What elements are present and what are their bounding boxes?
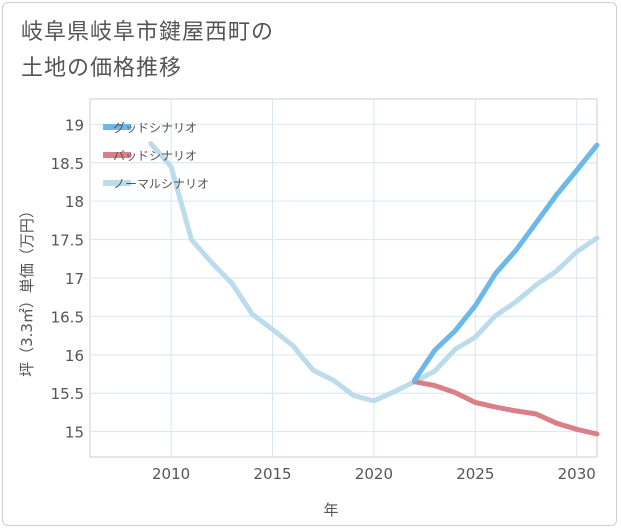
x-tick-label: 2020	[355, 465, 393, 483]
legend-label-0: グッドシナリオ	[113, 121, 197, 135]
y-tick-label: 17.5	[51, 232, 84, 250]
y-tick-label: 16.5	[51, 308, 84, 326]
y-axis-ticks: 15 15.5 16 16.5 17 17.5 18 18.5 19	[51, 116, 84, 441]
y-tick-label: 18.5	[51, 155, 84, 173]
y-axis-label: 坪（3.3㎡）単価（万円）	[18, 203, 36, 377]
x-tick-label: 2015	[253, 465, 291, 483]
y-tick-label: 19	[65, 116, 84, 134]
grid-lines	[90, 99, 597, 457]
legend-label-2: ノーマルシナリオ	[113, 177, 209, 191]
x-axis-label: 年	[323, 501, 338, 519]
series-line-1	[412, 379, 600, 437]
y-tick-label: 15	[65, 424, 84, 442]
chart-title: 岐阜県岐阜市鍵屋西町の 土地の価格推移	[21, 15, 581, 87]
chart-title-line-2: 土地の価格推移	[21, 56, 183, 81]
series-line-2	[148, 141, 600, 404]
x-axis-ticks: 2010 2015 2020 2025 2030	[152, 465, 596, 483]
legend-label-1: バッドシナリオ	[113, 149, 197, 163]
x-tick-label: 2030	[558, 465, 596, 483]
y-tick-label: 18	[65, 193, 84, 211]
y-tick-label: 17	[65, 270, 84, 288]
x-tick-label: 2025	[456, 465, 494, 483]
series-line-0	[412, 142, 600, 383]
series-lines	[148, 141, 600, 437]
x-tick-label: 2010	[152, 465, 190, 483]
chart-title-line-1: 岐阜県岐阜市鍵屋西町の	[21, 20, 275, 45]
y-tick-label: 16	[65, 347, 84, 365]
y-tick-label: 15.5	[51, 385, 84, 403]
